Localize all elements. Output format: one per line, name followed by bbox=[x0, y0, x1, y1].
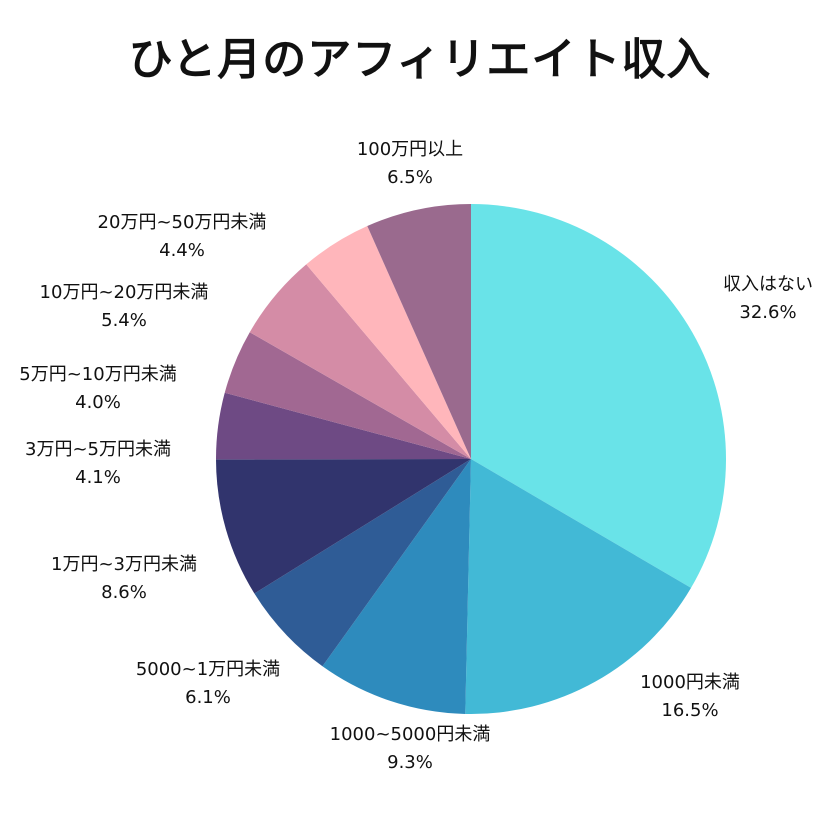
slice-category-label: 5000~1万円未満 bbox=[136, 659, 280, 680]
slice-value-label: 6.5% bbox=[387, 167, 433, 188]
pie-slice bbox=[249, 264, 471, 459]
slice-value-label: 9.3% bbox=[387, 752, 433, 773]
slice-category-label: 20万円~50万円未満 bbox=[98, 212, 267, 233]
slice-category-label: 1万円~3万円未満 bbox=[51, 554, 197, 575]
slice-value-label: 32.6% bbox=[739, 302, 796, 323]
slice-value-label: 5.4% bbox=[101, 310, 147, 331]
slice-value-label: 4.1% bbox=[75, 467, 121, 488]
pie-slice bbox=[465, 459, 692, 715]
pie-slice bbox=[367, 204, 471, 459]
slice-value-label: 8.6% bbox=[101, 582, 147, 603]
pie-slice bbox=[216, 459, 471, 594]
slice-value-label: 6.1% bbox=[185, 687, 231, 708]
pie-slice bbox=[215, 392, 471, 460]
slice-labels: 収入はない 32.6% 1000円未満 16.5% 1000~5000円未満 9.3% 50… bbox=[19, 139, 813, 773]
slice-category-label: 1000円未満 bbox=[640, 672, 740, 693]
slice-category-label: 5万円~10万円未満 bbox=[19, 364, 176, 385]
pie-slices bbox=[215, 204, 726, 715]
slice-value-label: 16.5% bbox=[661, 700, 718, 721]
slice-value-label: 4.0% bbox=[75, 392, 121, 413]
pie-slice bbox=[254, 459, 471, 667]
slice-category-label: 100万円以上 bbox=[357, 139, 463, 160]
slice-category-label: 3万円~5万円未満 bbox=[25, 439, 171, 460]
slice-category-label: 10万円~20万円未満 bbox=[40, 282, 209, 303]
slice-category-label: 1000~5000円未満 bbox=[330, 724, 491, 745]
chart-title: ひと月のアフィリエイト収入 bbox=[128, 34, 712, 85]
pie-slice bbox=[471, 204, 726, 588]
slice-value-label: 4.4% bbox=[159, 240, 205, 261]
pie-slice bbox=[224, 332, 471, 459]
pie-slice bbox=[322, 459, 471, 714]
pie-slice bbox=[306, 226, 471, 459]
slice-category-label: 収入はない bbox=[723, 274, 813, 295]
